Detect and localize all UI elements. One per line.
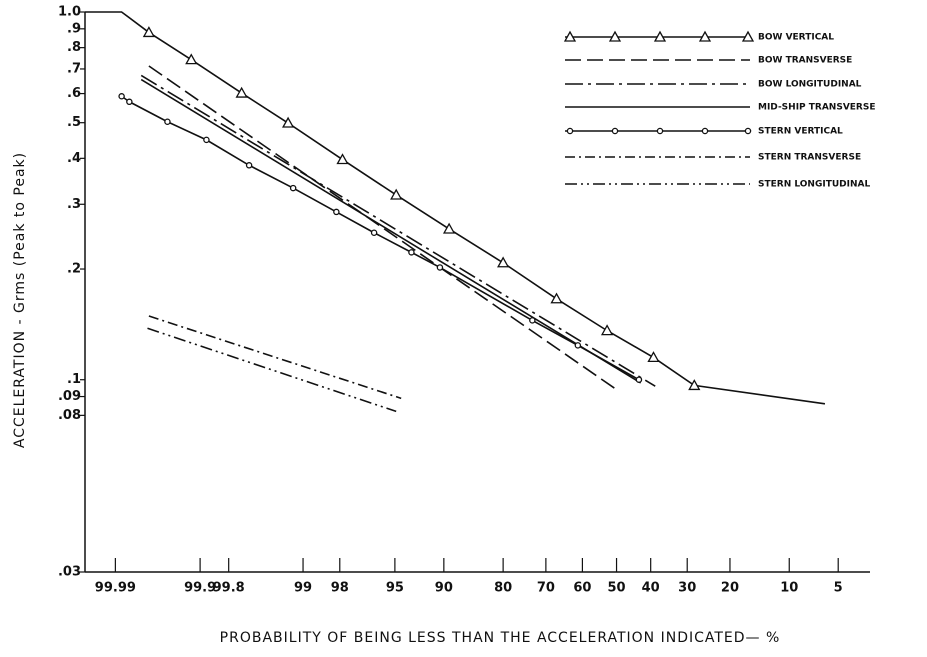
legend-label: BOW VERTICAL [758, 33, 834, 43]
circle-marker [566, 127, 574, 135]
circle-marker [701, 127, 709, 135]
triangle-marker [336, 153, 349, 165]
x-tick-label: 5 [834, 581, 843, 596]
x-tick-label: 30 [678, 581, 696, 596]
x-tick-label: 95 [386, 581, 404, 596]
circle-marker [635, 376, 643, 383]
circle-marker [164, 118, 171, 125]
y-tick-label: .6 [67, 86, 81, 101]
x-tick-label: 60 [573, 581, 591, 596]
triangle-marker [550, 292, 563, 304]
y-tick-label: 1.0 [58, 5, 81, 20]
series-line [147, 327, 397, 413]
triangle-marker [741, 30, 755, 42]
legend-label: MID-SHIP TRANSVERSE [758, 103, 876, 113]
y-tick-label: .03 [58, 565, 81, 580]
x-tick-label: 10 [780, 581, 798, 596]
x-axis-label: PROBABILITY OF BEING LESS THAN THE ACCEL… [220, 630, 781, 646]
series-line [148, 315, 402, 400]
triangle-marker [235, 86, 248, 98]
x-tick-label: 90 [435, 581, 453, 596]
legend-label: BOW TRANSVERSE [758, 56, 852, 66]
series-line [121, 95, 640, 381]
circle-marker [611, 127, 619, 135]
x-tick-label: 20 [721, 581, 739, 596]
series-line [140, 78, 642, 384]
circle-marker [436, 264, 444, 271]
legend-label: STERN LONGITUDINAL [758, 180, 870, 190]
triangle-marker [653, 30, 667, 42]
y-tick-label: .3 [67, 197, 81, 212]
triangle-marker [497, 256, 510, 268]
triangle-marker [142, 26, 156, 38]
x-tick-label: 80 [494, 581, 512, 596]
circle-marker [744, 127, 752, 135]
triangle-marker [563, 30, 577, 42]
y-tick-label: .7 [67, 61, 81, 76]
y-tick-label: .1 [67, 372, 81, 387]
series-line [148, 65, 618, 391]
y-tick-label: .5 [67, 115, 81, 130]
y-tick-label: .08 [58, 408, 81, 423]
circle-marker [245, 162, 253, 169]
circle-marker [529, 317, 536, 324]
triangle-marker [185, 53, 198, 65]
y-tick-label: .2 [67, 262, 81, 277]
triangle-marker [390, 188, 403, 200]
y-axis-label: ACCELERATION - Grms (Peak to Peak) [12, 152, 28, 448]
triangle-marker [442, 222, 456, 234]
legend-label: STERN VERTICAL [758, 127, 843, 137]
triangle-marker [600, 324, 614, 336]
circle-marker [656, 127, 664, 135]
circle-marker [333, 208, 340, 216]
x-tick-label: 98 [331, 581, 349, 596]
x-tick-label: 50 [607, 581, 625, 596]
legend-label: STERN TRANSVERSE [758, 153, 861, 163]
circle-marker [126, 98, 133, 106]
circle-marker [203, 136, 210, 144]
y-tick-label: .09 [58, 389, 81, 404]
circle-marker [289, 184, 297, 192]
series-line [140, 74, 656, 387]
y-tick-label: .4 [67, 151, 81, 166]
x-tick-label: 99 [294, 581, 312, 596]
y-tick-label: .8 [67, 40, 81, 55]
x-tick-label: 99.99 [95, 581, 136, 596]
circle-marker [574, 342, 582, 349]
triangle-marker [647, 351, 660, 363]
x-tick-label: 99.8 [213, 581, 245, 596]
x-tick-label: 40 [642, 581, 660, 596]
triangle-marker [698, 30, 712, 42]
circle-marker [408, 249, 415, 256]
y-tick-label: .9 [67, 21, 81, 36]
x-tick-label: 70 [537, 581, 555, 596]
x-tick-label: 99.9 [184, 581, 216, 596]
triangle-marker [688, 379, 701, 391]
legend-label: BOW LONGITUDINAL [758, 80, 862, 90]
triangle-marker [608, 30, 622, 42]
triangle-marker [282, 116, 295, 128]
circle-marker [370, 229, 378, 237]
circle-marker [118, 93, 125, 100]
